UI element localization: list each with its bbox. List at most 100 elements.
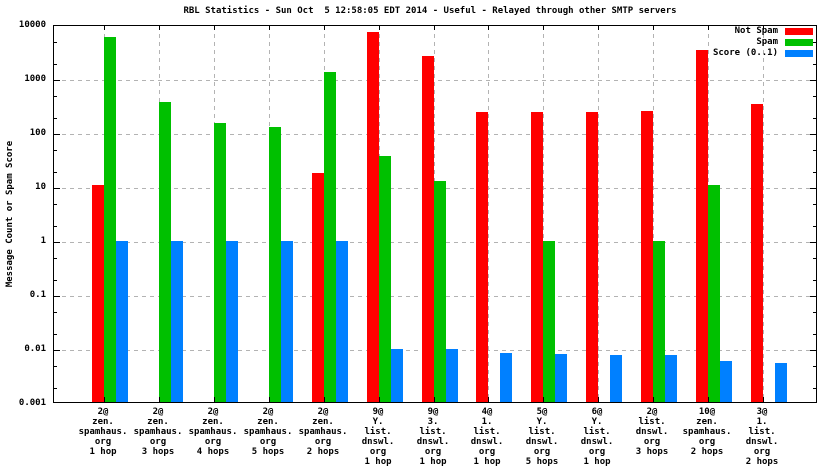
x-tick-label-line: 2@ bbox=[646, 407, 658, 417]
y-tick-label: 10000 bbox=[18, 20, 46, 30]
y-minor-tick-right bbox=[813, 226, 816, 227]
x-tick-label-line: 1. bbox=[756, 417, 768, 427]
x-tick-label-line: org bbox=[94, 437, 112, 447]
bar-score bbox=[171, 241, 183, 402]
bar-spam bbox=[214, 123, 226, 402]
x-tick-label-line: Y. bbox=[591, 417, 603, 427]
y-tick-label: 0.001 bbox=[18, 398, 46, 408]
y-major-tick-left bbox=[54, 296, 60, 297]
x-tick-label-line: 4 hops bbox=[196, 447, 230, 457]
bar-score bbox=[500, 353, 512, 402]
x-tick-bottom bbox=[104, 397, 105, 402]
x-tick-bottom bbox=[598, 397, 599, 402]
bar-score bbox=[610, 355, 622, 402]
x-tick-label-line: 3@ bbox=[756, 407, 768, 417]
y-major-tick-right bbox=[810, 188, 816, 189]
chart-title: RBL Statistics - Sun Oct 5 12:58:05 EDT … bbox=[183, 6, 677, 16]
bar-not-spam bbox=[92, 185, 104, 402]
x-tick-label-line: zen. bbox=[202, 417, 224, 427]
x-tick-label-line: 3 hops bbox=[141, 447, 175, 457]
y-tick-label: 100 bbox=[29, 128, 46, 138]
horizontal-gridline bbox=[54, 80, 816, 81]
bar-spam bbox=[653, 241, 665, 402]
x-tick-label-line: org bbox=[698, 437, 716, 447]
bar-score bbox=[336, 241, 348, 402]
bar-not-spam bbox=[422, 56, 434, 402]
x-tick-label: 6@ Y. list. dnswl. org 1 hop bbox=[557, 407, 637, 467]
x-tick-bottom bbox=[269, 397, 270, 402]
x-tick-label-line: 1 hop bbox=[419, 457, 447, 467]
bar-not-spam bbox=[751, 104, 763, 402]
vertical-gridline bbox=[543, 26, 545, 402]
y-minor-tick-left bbox=[54, 366, 57, 367]
x-tick-label-line: 1 hop bbox=[89, 447, 117, 457]
y-minor-tick-left bbox=[54, 280, 57, 281]
x-tick-label-line: 4@ bbox=[481, 407, 493, 417]
y-minor-tick-right bbox=[813, 388, 816, 389]
bar-not-spam bbox=[641, 111, 653, 402]
x-tick-bottom bbox=[379, 397, 380, 402]
x-tick-label: 10@ zen. spamhaus. org 2 hops bbox=[667, 407, 747, 457]
y-major-tick-left bbox=[54, 134, 60, 135]
x-tick-top bbox=[214, 26, 215, 30]
bar-not-spam bbox=[367, 32, 379, 402]
x-tick-label-line: org bbox=[314, 437, 332, 447]
y-major-tick-right bbox=[810, 80, 816, 81]
x-tick-top bbox=[324, 26, 325, 30]
x-tick-label-line: org bbox=[204, 437, 222, 447]
x-tick-label: 9@ Y. list. dnswl. org 1 hop bbox=[338, 407, 418, 467]
bar-spam bbox=[434, 181, 446, 402]
x-tick-label-line: org bbox=[369, 447, 387, 457]
x-tick-label-line: 9@ bbox=[427, 407, 439, 417]
x-tick-top bbox=[104, 26, 105, 30]
y-minor-tick-right bbox=[813, 334, 816, 335]
vertical-gridline bbox=[598, 26, 600, 402]
x-tick-label: 4@ 1. list. dnswl. org 1 hop bbox=[447, 407, 527, 467]
x-tick-label-line: 2 hops bbox=[745, 457, 779, 467]
x-tick-bottom bbox=[159, 397, 160, 402]
x-tick-label-line: list. bbox=[364, 427, 392, 437]
y-minor-tick-left bbox=[54, 150, 57, 151]
x-tick-label-line: dnswl. bbox=[525, 437, 559, 447]
x-tick-bottom bbox=[324, 397, 325, 402]
vertical-gridline bbox=[653, 26, 655, 402]
x-tick-top bbox=[543, 26, 544, 30]
x-tick-label-line: org bbox=[259, 437, 277, 447]
x-tick-label-line: org bbox=[149, 437, 167, 447]
x-tick-label: 2@ list. dnswl. org 3 hops bbox=[612, 407, 692, 457]
x-tick-label-line: spamhaus. bbox=[682, 427, 732, 437]
x-tick-label-line: spamhaus. bbox=[298, 427, 348, 437]
y-major-tick-right bbox=[810, 242, 816, 243]
y-minor-tick-left bbox=[54, 204, 57, 205]
horizontal-gridline bbox=[54, 134, 816, 135]
legend-swatch-spam bbox=[785, 38, 813, 46]
y-minor-tick-right bbox=[813, 96, 816, 97]
y-tick-label: 1 bbox=[40, 236, 46, 246]
x-tick-label-line: dnswl. bbox=[635, 427, 669, 437]
y-minor-tick-left bbox=[54, 42, 57, 43]
legend-row-spam: Spam bbox=[713, 37, 813, 47]
y-tick-label: 0.1 bbox=[29, 290, 46, 300]
vertical-gridline bbox=[488, 26, 490, 402]
bar-spam bbox=[159, 102, 171, 402]
x-tick-label-line: 2@ bbox=[262, 407, 274, 417]
bar-score bbox=[391, 349, 403, 402]
x-tick-label-line: zen. bbox=[147, 417, 169, 427]
x-tick-label: 2@ zen. spamhaus. org 1 hop bbox=[63, 407, 143, 457]
y-tick-label: 0.01 bbox=[24, 344, 46, 354]
x-tick-bottom bbox=[708, 397, 709, 402]
y-minor-tick-left bbox=[54, 96, 57, 97]
x-tick-label-line: org bbox=[753, 447, 771, 457]
legend-row-score: Score (0..1) bbox=[713, 48, 813, 58]
y-major-tick-left bbox=[54, 242, 60, 243]
plot-area bbox=[53, 25, 817, 403]
x-tick-label-line: Y. bbox=[536, 417, 548, 427]
y-minor-tick-right bbox=[813, 42, 816, 43]
x-tick-label-line: spamhaus. bbox=[133, 427, 183, 437]
bar-spam bbox=[543, 241, 555, 402]
bar-not-spam bbox=[476, 112, 488, 402]
x-tick-top bbox=[159, 26, 160, 30]
vertical-gridline bbox=[763, 26, 764, 402]
bar-score bbox=[226, 241, 238, 402]
x-tick-label-line: 2@ bbox=[207, 407, 219, 417]
